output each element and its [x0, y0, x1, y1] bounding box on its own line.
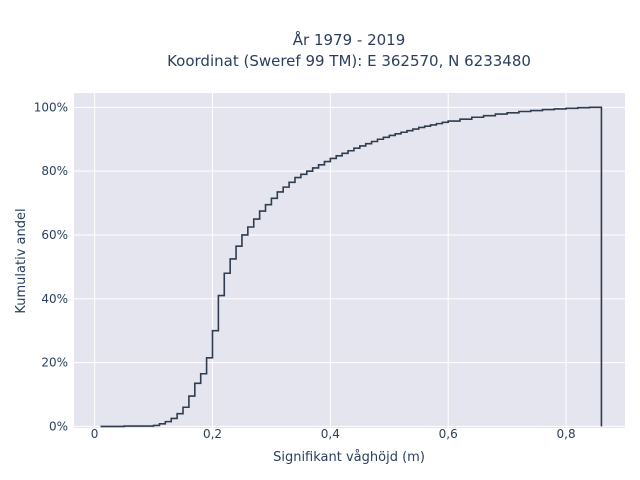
x-tick-label: 0,4 [321, 427, 340, 441]
y-tick-label: 20% [41, 356, 68, 370]
x-tick-label: 0,6 [439, 427, 458, 441]
chart-title-line-1: År 1979 - 2019 [293, 30, 406, 49]
y-tick-label: 80% [41, 164, 68, 178]
y-axis-label: Kumulativ andel [14, 208, 29, 313]
x-tick-label: 0 [91, 427, 99, 441]
series-group [100, 106, 603, 428]
x-axis: 0 0,2 0,4 0,6 0,8 [91, 427, 576, 441]
x-axis-label: Signifikant våghöjd (m) [273, 450, 425, 465]
y-tick-label: 0% [49, 419, 68, 433]
plot-background [74, 93, 625, 428]
grid [74, 93, 625, 428]
x-tick-label: 0,8 [557, 427, 576, 441]
chart-title: År 1979 - 2019 Koordinat (Sweref 99 TM): … [167, 30, 531, 70]
y-tick-label: 40% [41, 292, 68, 306]
y-tick-label: 100% [34, 100, 68, 114]
chart-title-line-2: Koordinat (Sweref 99 TM): E 362570, N 62… [167, 52, 531, 70]
series-line [100, 106, 603, 428]
y-axis: 0% 20% 40% 60% 80% 100% [34, 100, 68, 433]
x-tick-label: 0,2 [203, 427, 222, 441]
y-tick-label: 60% [41, 228, 68, 242]
